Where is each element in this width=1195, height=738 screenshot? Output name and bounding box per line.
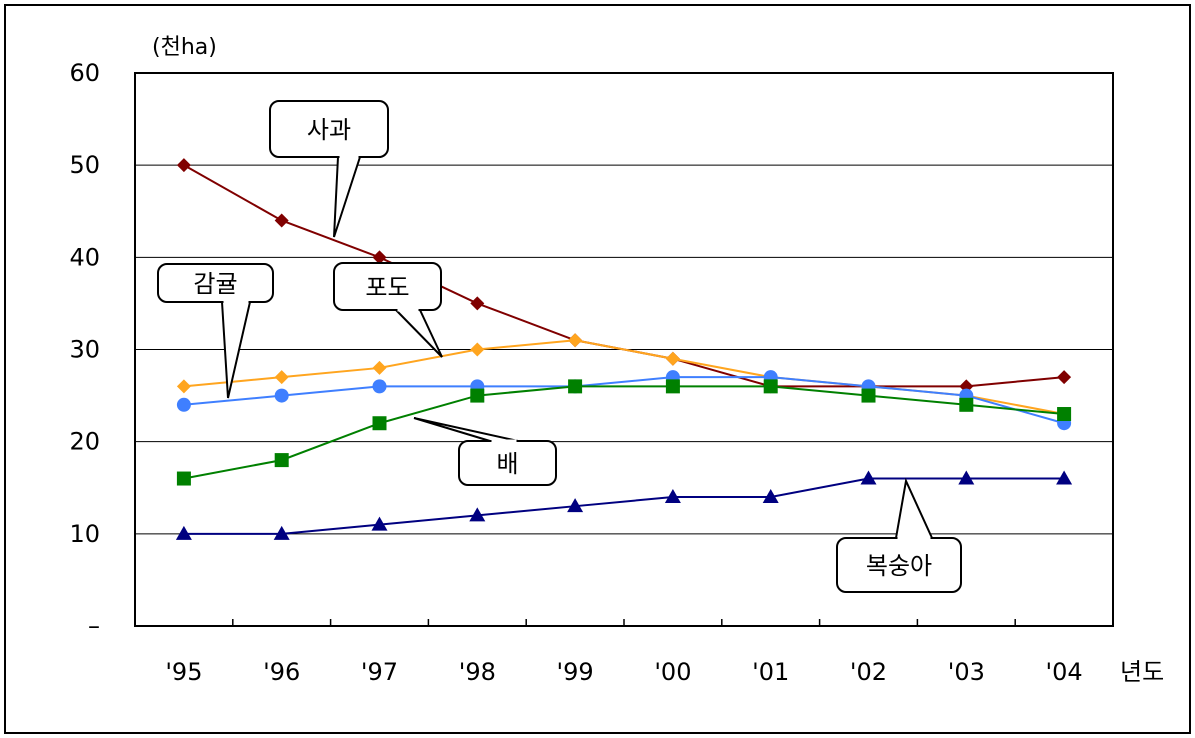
- x-tick-label: '97: [361, 658, 398, 686]
- data-point: [372, 250, 387, 265]
- data-point: [958, 470, 975, 485]
- data-point: [469, 507, 486, 522]
- data-point: [762, 488, 779, 503]
- x-tick-label: '00: [654, 658, 691, 686]
- y-tick-label: –: [88, 612, 100, 640]
- y-tick-label: 60: [69, 59, 100, 87]
- data-point: [470, 388, 485, 403]
- data-point: [371, 516, 388, 531]
- data-point: [176, 379, 191, 394]
- data-point: [1057, 407, 1072, 422]
- data-point: [176, 158, 191, 173]
- x-tick-label: '02: [850, 658, 887, 686]
- series-line: [183, 477, 1065, 535]
- x-tick-label: '96: [263, 658, 300, 686]
- data-point: [1057, 370, 1072, 385]
- data-point: [470, 296, 485, 311]
- callout-사과: 사과: [269, 100, 389, 238]
- data-point: [176, 397, 191, 412]
- y-axis-labels: – 10 20 30 40 50 60: [69, 59, 100, 640]
- data-point: [568, 333, 583, 348]
- data-point: [372, 416, 387, 431]
- y-tick-label: 50: [69, 151, 100, 179]
- data-point: [959, 397, 974, 412]
- callout-포도: 포도: [333, 262, 443, 358]
- callout-복숭아: 복숭아: [836, 477, 962, 593]
- data-point: [274, 453, 289, 468]
- data-point: [860, 470, 877, 485]
- data-point: [274, 213, 289, 228]
- data-point: [665, 379, 680, 394]
- callout-label: 감귤: [193, 270, 237, 298]
- x-axis-labels: '95 '96 '97 '98 '99 '00 '01 '02 '03 '04: [165, 658, 1082, 686]
- x-tick-label: '04: [1046, 658, 1083, 686]
- data-point: [568, 379, 583, 394]
- data-point: [176, 471, 191, 486]
- data-point: [763, 379, 778, 394]
- series-배: [176, 379, 1072, 486]
- data-point: [470, 342, 485, 357]
- series-line: [183, 385, 1065, 480]
- data-point: [372, 360, 387, 375]
- x-tick-label: '01: [752, 658, 789, 686]
- y-tick-label: 30: [69, 336, 100, 364]
- data-point: [665, 351, 680, 366]
- x-tick-label: '98: [459, 658, 496, 686]
- data-point: [664, 488, 681, 503]
- data-point: [175, 525, 192, 540]
- x-axis-label: 년도: [1120, 658, 1164, 686]
- data-point: [1056, 470, 1073, 485]
- data-point: [274, 370, 289, 385]
- series-lines: [175, 158, 1073, 540]
- data-point: [372, 379, 387, 394]
- callout-box: [269, 100, 389, 158]
- series-line: [183, 376, 1065, 425]
- x-tick-label: '99: [557, 658, 594, 686]
- callout-label: 사과: [307, 116, 351, 144]
- x-tick-label: '03: [948, 658, 985, 686]
- callout-감귤: 감귤: [157, 263, 274, 399]
- chart-border: [4, 4, 1191, 734]
- y-tick-label: 40: [69, 243, 100, 271]
- data-point: [273, 525, 290, 540]
- series-복숭아: [175, 470, 1073, 540]
- callout-label: 복숭아: [866, 552, 932, 580]
- y-tick-label: 20: [69, 428, 100, 456]
- y-axis-unit-label: (천ha): [152, 35, 217, 60]
- callout-box: [333, 262, 442, 311]
- x-axis-ticks: [232, 619, 1016, 626]
- callout-box: [157, 263, 274, 303]
- callout-label: 포도: [365, 274, 409, 302]
- callout-label: 배: [496, 450, 518, 478]
- data-point: [861, 388, 876, 403]
- data-point: [567, 498, 584, 513]
- data-point: [274, 388, 289, 403]
- x-tick-label: '95: [165, 658, 202, 686]
- y-tick-label: 10: [69, 520, 100, 548]
- callout-배: 배: [413, 417, 557, 486]
